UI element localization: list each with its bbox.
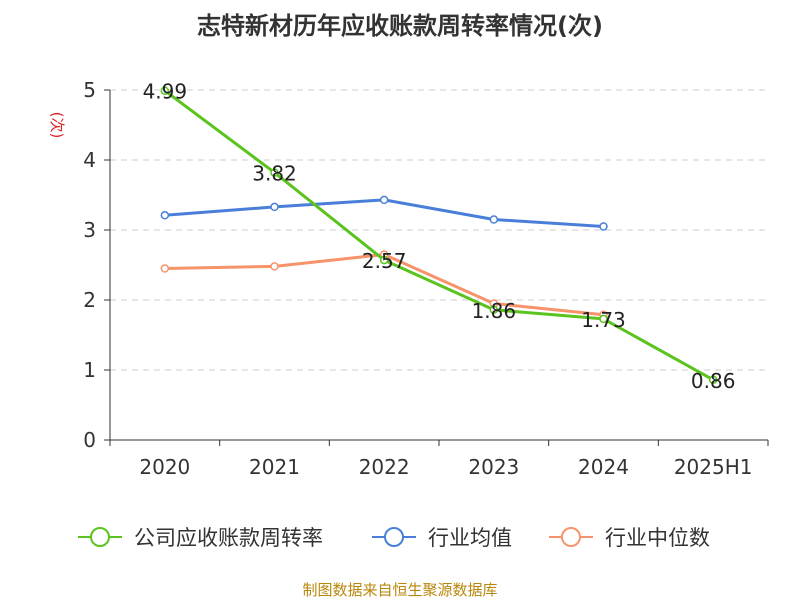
axes: 0 1 2 3 4 5 2020 2021 2022 2023 2024 2025H1 (次) bbox=[48, 78, 769, 479]
data-label: 1.86 bbox=[472, 299, 517, 323]
data-label: 1.73 bbox=[581, 308, 626, 332]
y-tick-label: 4 bbox=[83, 148, 96, 172]
legend: 公司应收账款周转率 行业均值 行业中位数 bbox=[78, 526, 710, 550]
legend-label: 行业均值 bbox=[428, 526, 512, 550]
data-point bbox=[270, 168, 279, 177]
data-point bbox=[599, 222, 608, 231]
x-tick-label: 2023 bbox=[468, 455, 519, 479]
legend-label: 行业中位数 bbox=[605, 526, 710, 550]
series-line-0 bbox=[163, 89, 714, 382]
legend-swatch-marker bbox=[90, 527, 110, 547]
y-tick-label: 5 bbox=[83, 78, 96, 102]
x-tick-label: 2021 bbox=[249, 455, 300, 479]
y-tick-label: 0 bbox=[83, 428, 96, 452]
data-point bbox=[160, 211, 170, 220]
legend-label: 公司应收账款周转率 bbox=[134, 526, 323, 550]
data-point bbox=[160, 86, 170, 95]
data-point bbox=[708, 375, 718, 385]
series-lines bbox=[160, 86, 718, 385]
source-note: 制图数据来自恒生聚源数据库 bbox=[302, 581, 498, 599]
legend-swatch-marker bbox=[561, 527, 581, 547]
data-point bbox=[270, 202, 279, 212]
legend-item: 行业中位数 bbox=[549, 526, 710, 550]
x-tick-label: 2022 bbox=[359, 455, 410, 479]
y-axis-label: (次) bbox=[48, 112, 66, 139]
x-tick-label: 2020 bbox=[139, 455, 190, 479]
grid-lines bbox=[110, 89, 768, 371]
x-tick-label: 2025H1 bbox=[674, 455, 753, 479]
y-tick-label: 2 bbox=[83, 288, 96, 312]
data-point bbox=[270, 262, 279, 271]
data-labels: 4.99 3.82 2.57 1.86 1.73 0.86 bbox=[143, 80, 736, 393]
data-label: 3.82 bbox=[252, 162, 297, 186]
legend-item: 公司应收账款周转率 bbox=[78, 526, 323, 550]
data-point bbox=[160, 264, 170, 273]
data-point bbox=[379, 195, 389, 205]
chart-title: 志特新材历年应收账款周转率情况(次) bbox=[197, 12, 603, 40]
legend-item: 行业均值 bbox=[372, 526, 512, 550]
data-label: 0.86 bbox=[691, 369, 736, 393]
data-label: 4.99 bbox=[143, 80, 188, 104]
data-point bbox=[599, 314, 608, 324]
y-tick-label: 1 bbox=[83, 358, 96, 382]
data-label: 2.57 bbox=[362, 249, 407, 273]
data-point bbox=[379, 255, 389, 265]
legend-swatch-marker bbox=[384, 527, 404, 547]
y-tick-label: 3 bbox=[83, 218, 96, 242]
data-point bbox=[489, 305, 499, 315]
data-point bbox=[489, 215, 499, 224]
x-tick-label: 2024 bbox=[578, 455, 629, 479]
